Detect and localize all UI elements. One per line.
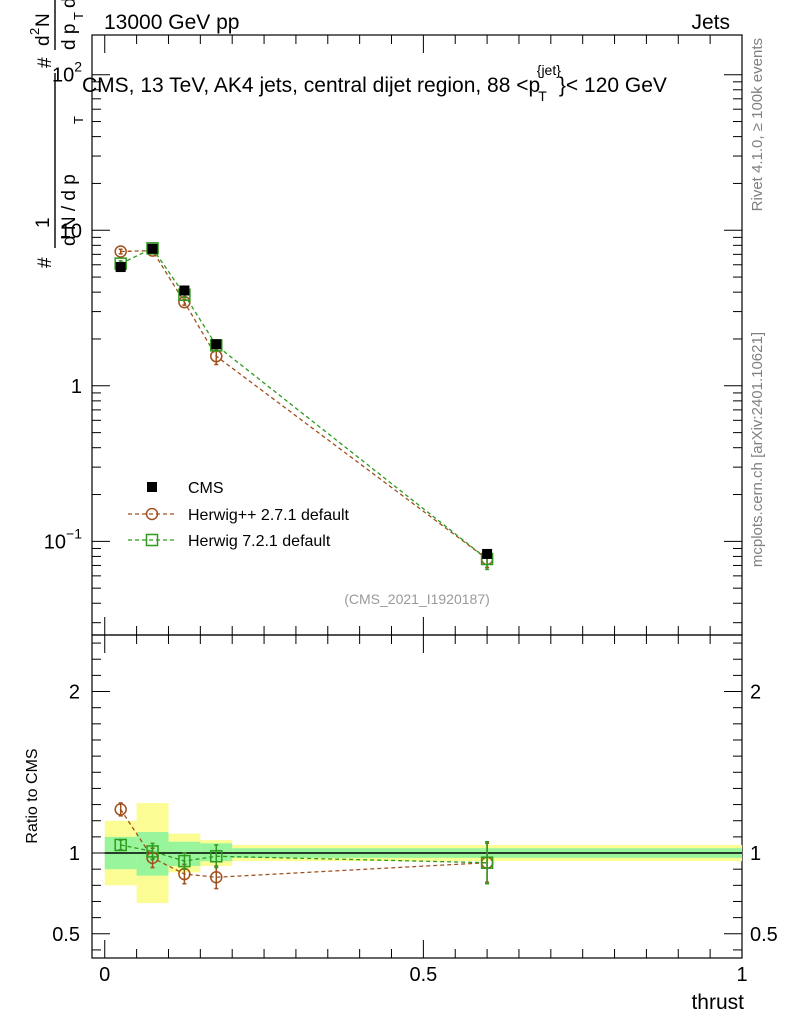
ratio-y-tick-label-left-1: 1 <box>69 843 80 865</box>
legend-marker-0 <box>147 482 157 492</box>
ratio-herwig7-point-2 <box>178 854 191 868</box>
ratio-y-tick-label-right-0: 0.5 <box>750 924 778 946</box>
side-label-top: Rivet 4.1.0, ≥ 100k events <box>749 38 766 211</box>
y-label-num-n: N <box>33 13 54 27</box>
ratio-y-tick-label-left-2: 2 <box>69 682 80 704</box>
y-label-den2-sub: T <box>71 12 86 20</box>
x-tick-label-2: 1 <box>736 964 747 986</box>
plot-title-sub: T <box>538 88 547 104</box>
ratio-herwig7-point-4 <box>480 856 494 869</box>
ratio-herwig7-point-0 <box>114 838 127 852</box>
y-label-num: d <box>33 35 54 46</box>
legend: CMS Herwig++ 2.7.1 default Herwig 7.2.1 de… <box>128 480 350 550</box>
x-tick-label-1: 0.5 <box>409 964 437 986</box>
legend-marker-2 <box>145 533 159 547</box>
plot-title-sup: {jet} <box>537 62 561 78</box>
ratio-herwigpp-point-3 <box>210 871 223 884</box>
header-left: 13000 GeV pp <box>104 11 239 34</box>
legend-label-2: Herwig 7.2.1 default <box>188 533 331 550</box>
ratio-y-axis-label: Ratio to CMS <box>24 748 41 843</box>
main-y-tick-label-3: 10−1 <box>44 525 82 553</box>
y-label-hash-2: # <box>35 57 56 68</box>
main-data-point-1 <box>147 243 158 254</box>
analysis-watermark: (CMS_2021_I1920187) <box>344 591 490 607</box>
legend-marker-1 <box>145 507 159 521</box>
ratio-herwigpp-point-0 <box>114 803 127 816</box>
header-right: Jets <box>691 11 730 34</box>
main-y-tick-label-2: 1 <box>71 376 82 398</box>
y-label-den: d N / d p <box>59 174 80 246</box>
ratio-y-tick-label-left-0: 0.5 <box>52 924 80 946</box>
legend-label-1: Herwig++ 2.7.1 default <box>188 507 350 524</box>
ratio-y-tick-label-right-1: 1 <box>750 843 761 865</box>
main-herwigpp-point-0 <box>114 245 127 258</box>
main-y-tick-label-0: 102 <box>52 59 82 87</box>
axis-ticks <box>92 35 743 958</box>
ratio-herwig7-point-1 <box>146 845 159 858</box>
main-data-point-3 <box>211 339 222 350</box>
side-label-bottom: mcplots.cern.ch [arXiv:2401.10621] <box>749 332 766 567</box>
ratio-y-tick-label-right-2: 2 <box>750 682 761 704</box>
y-label-den-sub: T <box>71 116 86 124</box>
y-label-den2-lambda: dλ <box>59 0 80 8</box>
main-data-point-0 <box>115 262 126 273</box>
plot-title-main: CMS, 13 TeV, AK4 jets, central dijet reg… <box>82 74 540 97</box>
main-series <box>114 242 494 571</box>
y-label-hash-1: # <box>35 257 56 268</box>
main-data-point-2 <box>179 285 190 296</box>
plot-title: CMS, 13 TeV, AK4 jets, central dijet reg… <box>82 62 667 104</box>
x-tick-label-0: 0 <box>99 964 110 986</box>
main-y-axis-label: # 1 d N / d p T # d 2 N d p T dλ <box>27 0 86 268</box>
main-data-point-4 <box>482 548 493 559</box>
main-y-tick-label-1: 10 <box>60 220 82 242</box>
y-label-one: 1 <box>33 217 54 228</box>
ratio-series <box>114 802 494 890</box>
main-herwig7-point-1 <box>146 242 159 255</box>
ratio-herwig7-point-3 <box>210 850 223 863</box>
y-label-den2: d p <box>59 24 80 50</box>
x-axis-label: thrust <box>691 991 744 1014</box>
y-label-num-sup: 2 <box>27 28 42 35</box>
plot-title-end: }< 120 GeV <box>559 74 667 97</box>
ratio-panel-frame <box>91 634 743 959</box>
legend-label-0: CMS <box>188 480 224 497</box>
